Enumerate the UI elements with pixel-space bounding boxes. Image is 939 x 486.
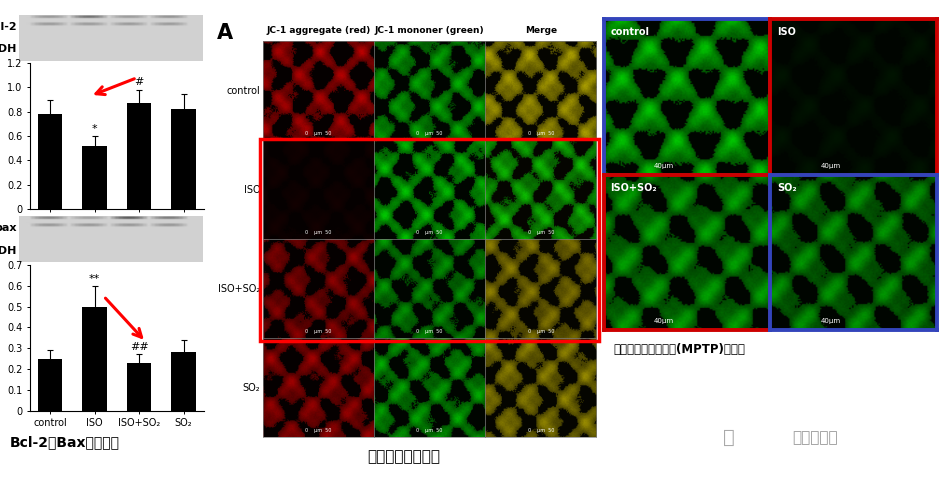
Text: 0    μm  50: 0 μm 50	[528, 429, 554, 434]
Bar	[172, 109, 196, 209]
Text: Merge: Merge	[525, 26, 557, 35]
Text: ISO: ISO	[244, 185, 260, 195]
Text: 0    μm  50: 0 μm 50	[305, 131, 331, 137]
Text: bax: bax	[0, 223, 17, 233]
Text: JC-1 aggregate (red): JC-1 aggregate (red)	[267, 26, 371, 35]
Text: 40μm: 40μm	[654, 163, 674, 169]
Y-axis label: bax/GAPDH: bax/GAPDH	[0, 310, 2, 366]
Text: ISO+SO₂: ISO+SO₂	[218, 284, 260, 294]
Text: 0    μm  50: 0 μm 50	[528, 330, 554, 334]
Text: #: #	[134, 77, 144, 87]
Text: 0    μm  50: 0 μm 50	[416, 230, 443, 235]
Bar	[172, 352, 196, 411]
Text: 0    μm  50: 0 μm 50	[416, 330, 443, 334]
Text: 🐾: 🐾	[723, 428, 735, 447]
Y-axis label: bcl-2/GAPDH: bcl-2/GAPDH	[0, 105, 2, 167]
Text: 0    μm  50: 0 μm 50	[305, 330, 331, 334]
Text: Bcl-2及Bax蛋白表达: Bcl-2及Bax蛋白表达	[10, 435, 120, 449]
Text: SO₂: SO₂	[777, 183, 796, 193]
Text: 40μm: 40μm	[821, 318, 840, 324]
Text: ISO: ISO	[777, 27, 796, 37]
Text: GAPDH: GAPDH	[0, 246, 17, 256]
Text: SO₂: SO₂	[242, 383, 260, 393]
Bar	[38, 114, 62, 209]
Text: 40μm: 40μm	[821, 163, 840, 169]
Text: control: control	[610, 27, 650, 37]
Text: bcl-2: bcl-2	[0, 21, 17, 32]
Text: 0    μm  50: 0 μm 50	[416, 429, 443, 434]
Text: 0    μm  50: 0 μm 50	[528, 131, 554, 137]
Text: **: **	[89, 274, 100, 284]
Text: A: A	[217, 23, 233, 43]
Text: 线粒体膜电位改变: 线粒体膜电位改变	[367, 450, 440, 465]
Text: ##: ##	[130, 342, 148, 352]
Bar	[38, 359, 62, 411]
Bar	[83, 146, 107, 209]
Text: JC-1 mononer (green): JC-1 mononer (green)	[375, 26, 485, 35]
Text: 线粒体膜通道转换孔(MPTP)的改变: 线粒体膜通道转换孔(MPTP)的改变	[614, 344, 746, 356]
Text: *: *	[92, 123, 98, 134]
Text: 0    μm  50: 0 μm 50	[305, 230, 331, 235]
Bar	[83, 307, 107, 411]
Text: 0    μm  50: 0 μm 50	[305, 429, 331, 434]
Text: GAPDH: GAPDH	[0, 44, 17, 54]
Bar	[127, 363, 151, 411]
Bar	[127, 104, 151, 209]
Text: 40μm: 40μm	[654, 318, 674, 324]
Text: 心力衰竭网: 心力衰竭网	[793, 430, 839, 445]
Text: 0    μm  50: 0 μm 50	[416, 131, 443, 137]
Text: ISO+SO₂: ISO+SO₂	[610, 183, 657, 193]
Text: 0    μm  50: 0 μm 50	[528, 230, 554, 235]
Text: control: control	[226, 86, 260, 96]
